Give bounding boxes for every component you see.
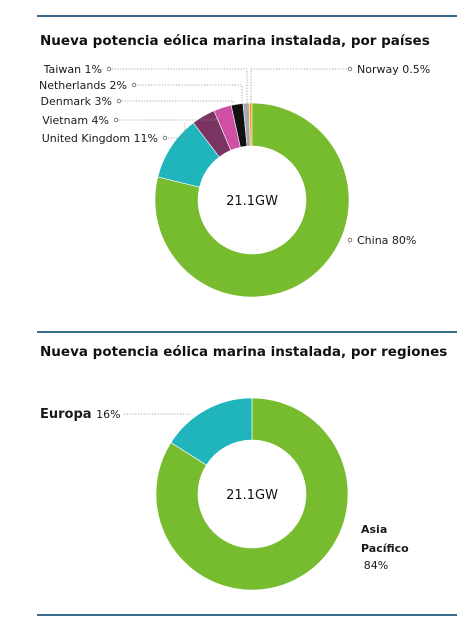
leader-netherlands [134,84,243,104]
chart-title-countries: Nueva potencia eólica marina instalada, … [40,33,430,49]
leader-dot-united-kingdom [162,135,168,141]
label-vietnam: Vietnam 4% [42,114,109,127]
leader-dot-china [347,237,353,243]
leader-taiwan [109,68,248,104]
middle-divider [37,331,457,333]
label-denmark: Denmark 3% [40,95,112,108]
label-united-kingdom: United Kingdom 11% [42,132,158,145]
leader-dot-vietnam [113,117,119,123]
label-taiwan: Taiwan 1% [43,63,102,76]
leader-united-kingdom [165,122,186,139]
value-label-asia-pacifico: 84% [364,559,388,572]
chart-title-regions: Nueva potencia eólica marina instalada, … [40,344,448,360]
center-label-countries: 21.1GW [226,194,278,209]
leader-denmark [119,100,234,106]
label-netherlands: Netherlands 2% [39,79,127,92]
leader-dot-taiwan [106,66,112,72]
leader-dot-norway [347,66,353,72]
leader-dot-denmark [116,98,122,104]
bottom-divider [37,614,457,616]
slice-china [154,102,350,298]
label-europa: Europa 16% [40,407,121,422]
top-divider [37,15,457,17]
slice-europa [170,397,253,466]
label-china: China 80% [357,234,416,247]
leader-norway [250,68,350,104]
label-asia-pacifico: Asia [361,523,387,536]
label-asia-pacifico-line2: Pacífico [361,542,409,555]
center-label-regions: 21.1GW [226,488,278,503]
slice-asia-pacifico [155,397,349,591]
slice-taiwan [242,102,251,147]
leader-dot-netherlands [131,82,137,88]
label-norway: Norway 0.5% [357,63,430,76]
